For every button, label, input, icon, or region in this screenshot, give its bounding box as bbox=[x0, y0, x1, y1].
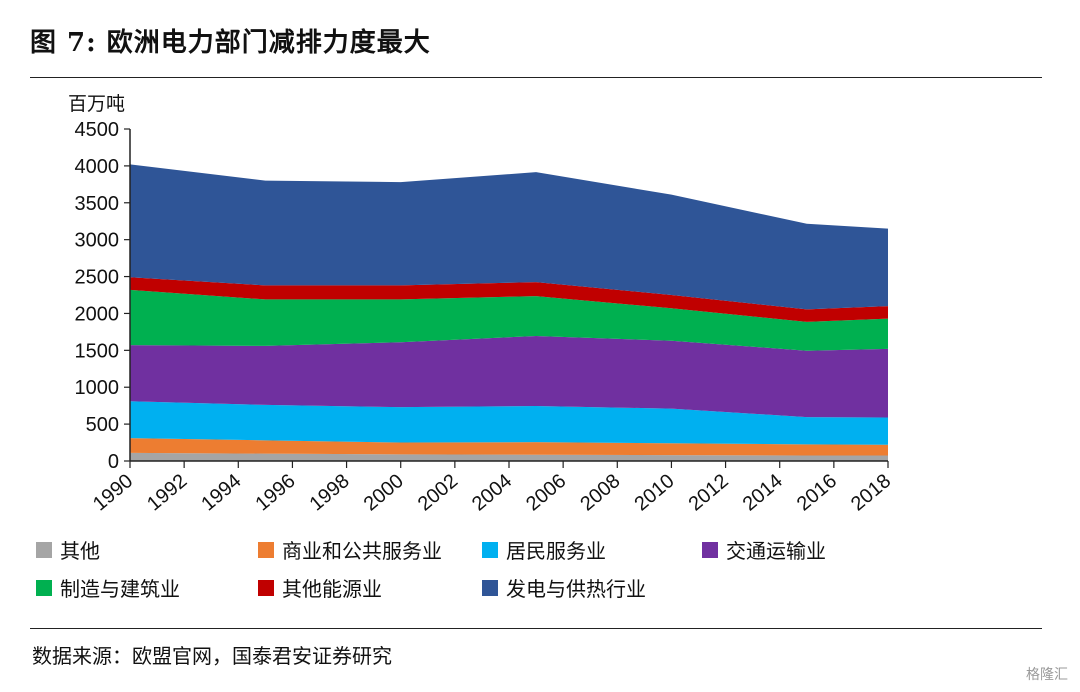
area-series-1 bbox=[130, 438, 888, 456]
y-tick-label: 4500 bbox=[75, 119, 120, 141]
y-tick-label: 0 bbox=[108, 451, 119, 473]
legend-item: 商业和公共服务业 bbox=[258, 535, 442, 564]
watermark-logo: 格隆汇 bbox=[1026, 667, 1068, 683]
legend-swatch bbox=[702, 541, 718, 558]
legend-swatch bbox=[482, 541, 498, 558]
legend-swatch bbox=[258, 579, 274, 596]
x-tick-label: 2014 bbox=[739, 470, 787, 515]
y-tick-label: 3000 bbox=[75, 230, 120, 252]
y-tick-label: 500 bbox=[86, 414, 119, 436]
x-tick-label: 2016 bbox=[793, 470, 841, 515]
stacked-area-chart: 0 500 1000 1500 2000 2500 3000 3500 4000 4500 百万吨 1… bbox=[68, 93, 895, 515]
y-axis-unit-label: 百万吨 bbox=[68, 93, 125, 115]
legend-label: 其他 bbox=[60, 539, 100, 563]
area-series-0 bbox=[130, 452, 888, 461]
legend-item: 制造与建筑业 bbox=[36, 573, 180, 602]
legend-label: 制造与建筑业 bbox=[60, 577, 180, 601]
legend-label: 其他能源业 bbox=[282, 577, 382, 601]
y-tick-label: 1000 bbox=[75, 377, 120, 399]
x-tick-label: 1992 bbox=[143, 470, 191, 515]
legend-label: 发电与供热行业 bbox=[506, 577, 646, 601]
legend-swatch bbox=[36, 541, 52, 558]
x-tick-label: 2012 bbox=[685, 470, 733, 515]
legend-swatch bbox=[36, 579, 52, 596]
legend-item: 其他 bbox=[36, 535, 100, 564]
legend-item: 居民服务业 bbox=[482, 535, 606, 564]
legend-label: 居民服务业 bbox=[506, 539, 606, 563]
area-series-2 bbox=[130, 401, 888, 445]
x-tick-label: 2008 bbox=[576, 470, 624, 515]
x-tick-label: 2000 bbox=[360, 470, 408, 515]
legend-item: 其他能源业 bbox=[258, 573, 382, 602]
legend-item: 发电与供热行业 bbox=[482, 573, 646, 602]
area-series-6 bbox=[130, 164, 888, 310]
x-tick-label: 2002 bbox=[414, 470, 462, 515]
x-tick-label: 1994 bbox=[197, 470, 245, 515]
x-tick-label: 1990 bbox=[89, 470, 137, 515]
legend-label: 商业和公共服务业 bbox=[282, 539, 442, 563]
figure-title: 图 7: 欧洲电力部门减排力度最大 bbox=[30, 28, 431, 58]
x-tick-label: 2010 bbox=[630, 470, 678, 515]
area-series-5 bbox=[130, 277, 888, 322]
data-source-note: 数据来源：欧盟官网，国泰君安证券研究 bbox=[32, 644, 392, 668]
x-tick-label: 2004 bbox=[468, 470, 516, 515]
x-tick-label: 1996 bbox=[251, 470, 299, 515]
y-tick-label: 2500 bbox=[75, 267, 120, 289]
y-tick-label: 2000 bbox=[75, 303, 120, 325]
y-tick-label: 3500 bbox=[75, 193, 120, 215]
x-tick-label: 2018 bbox=[847, 470, 895, 515]
bottom-rule bbox=[30, 628, 1042, 629]
x-tick-label: 2006 bbox=[522, 470, 570, 515]
legend-swatch bbox=[258, 541, 274, 558]
legend-label: 交通运输业 bbox=[726, 539, 826, 563]
x-tick-label: 1998 bbox=[306, 470, 354, 515]
y-tick-label: 1500 bbox=[75, 340, 120, 362]
legend-swatch bbox=[482, 579, 498, 596]
top-rule bbox=[30, 77, 1042, 78]
area-series-3 bbox=[130, 335, 888, 418]
legend-item: 交通运输业 bbox=[702, 535, 826, 564]
y-tick-label: 4000 bbox=[75, 156, 120, 178]
area-series-4 bbox=[130, 289, 888, 351]
